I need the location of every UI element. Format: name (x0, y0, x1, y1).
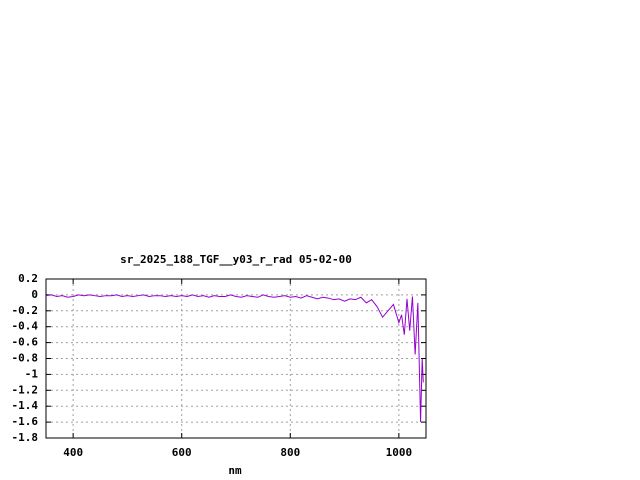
y-tick-label: -0.2 (12, 304, 39, 317)
y-tick-label: 0 (31, 288, 38, 301)
x-tick-label: 400 (63, 446, 83, 459)
x-tick-label: 600 (172, 446, 192, 459)
y-tick-label: -1.4 (12, 399, 39, 412)
x-axis-label: nm (228, 464, 242, 477)
plot-frame (45, 278, 427, 439)
y-tick-label: -1.2 (12, 383, 39, 396)
y-tick-label: -1.8 (12, 431, 39, 444)
x-tick-label: 1000 (386, 446, 413, 459)
y-tick-label: -1 (25, 367, 39, 380)
data-line (45, 294, 424, 423)
y-tick-label: 0.2 (18, 272, 38, 285)
y-tick-label: -1.6 (12, 415, 39, 428)
chart-title: sr_2025_188_TGF__y03_r_rad 05-02-00 (120, 253, 352, 266)
y-tick-label: -0.6 (12, 336, 39, 349)
x-tick-label: 800 (280, 446, 300, 459)
y-tick-label: -0.8 (12, 352, 39, 365)
y-tick-label: -0.4 (12, 320, 39, 333)
